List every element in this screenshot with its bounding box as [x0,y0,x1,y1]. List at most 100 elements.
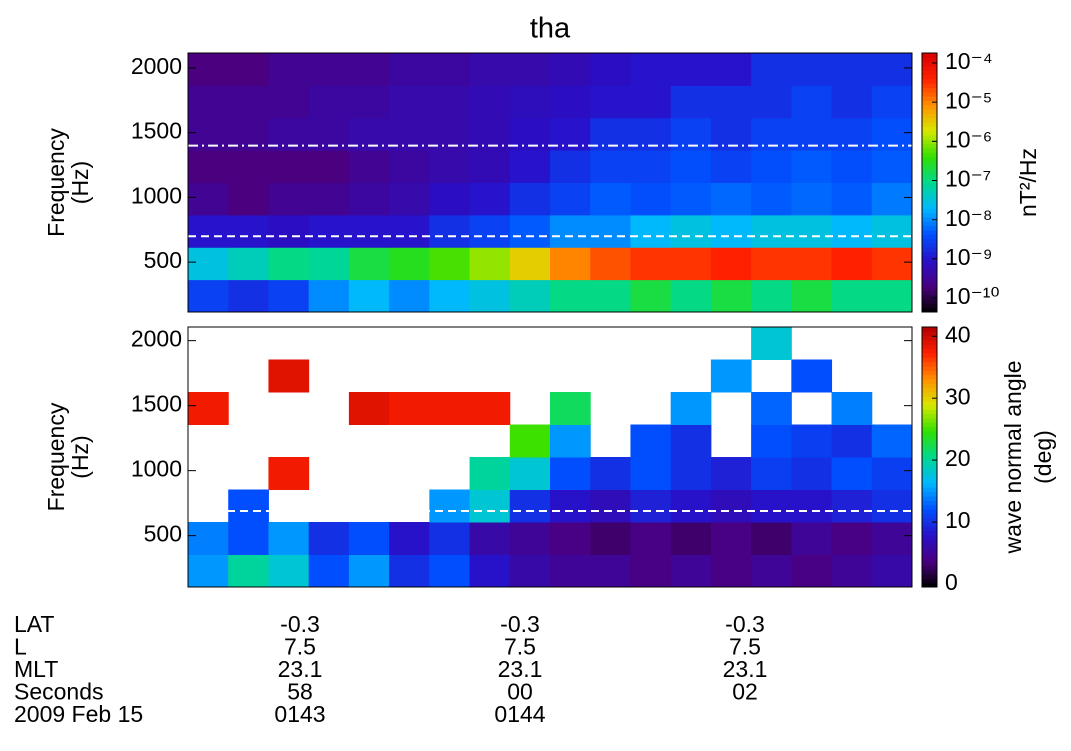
colorbar-swatch [922,435,937,441]
colorbar-swatch [922,83,937,89]
colorbar-tick-label: 0 [945,569,958,595]
heatmap-cell [831,247,873,281]
colorbar-swatch [922,517,937,523]
heatmap-cell [509,457,551,490]
heatmap-cell [670,522,712,555]
colorbar-swatch [922,126,937,132]
colorbar-swatch [922,217,937,222]
colorbar-label: (deg) [1030,430,1056,484]
colorbar-swatch [922,578,937,584]
heatmap-cell [751,85,792,119]
colorbar-swatch [922,277,937,283]
ephemeris-value: -0.3 [280,611,320,637]
heatmap-cell [308,279,350,312]
heatmap-cell [389,182,430,216]
heatmap-cell [469,522,511,555]
ephemeris-value: 00 [507,679,533,705]
colorbar-swatch [922,405,937,410]
heatmap-cell [670,489,712,523]
heatmap-cell [630,182,672,216]
colorbar-tick-label: 10⁻⁸ [945,205,992,231]
heatmap-cell [710,214,752,248]
heatmap-cell [308,214,350,248]
colorbar-swatch [922,143,937,149]
colorbar-swatch [922,53,937,58]
colorbar-swatch [922,70,937,76]
heatmap-cell [188,214,229,248]
colorbar-swatch [922,117,937,123]
colorbar-swatch [922,569,937,575]
colorbar-swatch [922,353,937,358]
heatmap-cell [188,522,229,555]
heatmap-cell [509,85,551,119]
ephemeris-label: LAT [14,611,54,637]
colorbar-swatch [922,448,937,454]
heatmap-cell [831,214,873,248]
heatmap-cell [670,85,712,119]
colorbar-swatch [922,418,937,423]
colorbar-swatch [922,191,937,196]
heatmap-cell [630,554,672,587]
colorbar-swatch [922,361,937,367]
heatmap-cell [710,279,752,312]
heatmap-cell [791,522,833,555]
heatmap-cell [389,554,430,587]
heatmap-cell [550,392,591,425]
heatmap-cell [429,489,471,523]
heatmap-cell [228,279,269,312]
colorbar-swatch [922,139,937,145]
heatmap-cell [429,150,471,183]
heatmap-cell [550,150,591,183]
heatmap-cell [791,457,833,490]
colorbar-tick-label: 20 [945,445,971,471]
heatmap-cell [429,53,471,86]
colorbar-swatch [922,100,937,106]
heatmap-cell [590,53,631,86]
y-tick-label: 2000 [131,326,182,352]
heatmap-cell [268,522,310,555]
colorbar-swatch [922,457,937,462]
colorbar-swatch [922,327,937,332]
colorbar-swatch [922,400,937,406]
colorbar-swatch [922,465,937,471]
heatmap-cell [710,489,752,523]
colorbar-swatch [922,379,937,384]
heatmap-cell [429,522,471,555]
colorbar-swatch [922,422,937,428]
colorbar-swatch [922,543,937,549]
y-axis-label: (Hz) [67,161,93,204]
colorbar-swatch [922,331,937,337]
colorbar-swatch [922,374,937,380]
heatmap-cell [469,150,511,183]
heatmap-cell [389,522,430,555]
y-tick-label: 500 [144,521,182,547]
colorbar-swatch [922,104,937,110]
heatmap-cell [268,150,310,183]
ephemeris-value: 0143 [274,701,325,727]
heatmap-cell [509,522,551,555]
heatmap-cell [348,214,390,248]
colorbar-swatch [922,548,937,553]
ephemeris-value: 58 [287,679,313,705]
heatmap-cell [228,85,269,119]
heatmap-cell [228,247,269,281]
y-axis-label: Frequency [43,402,69,511]
heatmap-cell [188,279,229,312]
heatmap-cell [670,424,712,458]
heatmap-cell [831,150,873,183]
colorbar-swatch [922,87,937,93]
colorbar-swatch [922,478,937,484]
heatmap-cell [469,85,511,119]
heatmap-cell [550,457,591,490]
heatmap-cell [590,150,631,183]
heatmap-cell [509,53,551,86]
ephemeris-value: 0144 [494,701,545,727]
heatmap-cell [188,554,229,587]
heatmap-cell [348,53,390,86]
heatmap-cell [550,85,591,119]
heatmap-cell [429,214,471,248]
colorbar-swatch [922,582,937,588]
heatmap-cell [871,522,912,555]
heatmap-cell [871,279,912,312]
heatmap-cell [831,489,873,523]
